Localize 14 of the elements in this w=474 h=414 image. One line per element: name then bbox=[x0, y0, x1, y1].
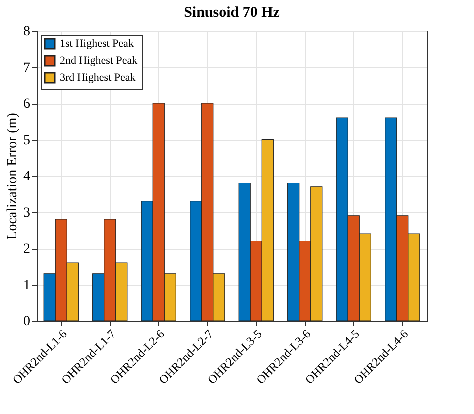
y-axis-title: Localization Error (m) bbox=[6, 112, 20, 240]
legend-label: 3rd Highest Peak bbox=[60, 72, 136, 84]
y-tick-label: 7 bbox=[24, 60, 30, 76]
y-tick-label: 5 bbox=[24, 133, 30, 148]
y-tick-label: 4 bbox=[24, 170, 30, 184]
y-tick-label: 6 bbox=[24, 97, 30, 112]
legend-label: 1st Highest Peak bbox=[60, 38, 134, 50]
y-tick-label: 1 bbox=[24, 278, 30, 294]
y-tick-label: 8 bbox=[24, 24, 30, 40]
chart-title: Sinusoid 70 Hz bbox=[184, 5, 280, 21]
y-tick-label: 3 bbox=[24, 206, 30, 221]
y-tick-label: 0 bbox=[24, 314, 30, 330]
y-tick-label: 2 bbox=[24, 242, 30, 257]
legend-label: 2nd Highest Peak bbox=[60, 55, 138, 67]
